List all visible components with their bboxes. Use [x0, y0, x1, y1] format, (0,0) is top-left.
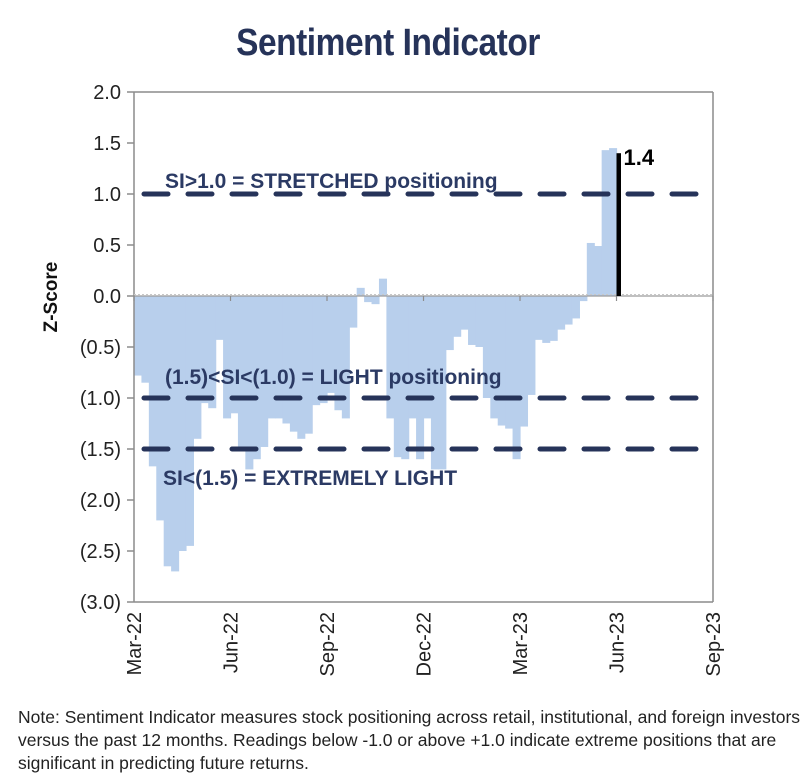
bar	[490, 296, 499, 419]
bar	[445, 296, 454, 351]
annotations: 1.4	[616, 145, 655, 296]
bar	[163, 296, 172, 567]
reference-lines: SI>1.0 = STRETCHED positioning (1.5)<SI<(…	[133, 170, 716, 490]
bar	[601, 150, 610, 296]
latest-reading-bar	[616, 153, 621, 296]
bar	[512, 296, 521, 460]
bar	[549, 296, 558, 341]
x-tick-labels: Mar-22 Jun-22 Sep-22 Dec-22 Mar-23 Jun-23 Sep-…	[124, 612, 725, 677]
bar	[134, 296, 143, 376]
bar	[312, 296, 321, 406]
bar	[371, 296, 380, 305]
bar	[282, 296, 291, 424]
y-tick-label: 1.0	[93, 184, 121, 206]
bar	[564, 296, 573, 325]
y-axis-label: Z-Score	[41, 262, 62, 333]
bar	[401, 296, 410, 460]
bar	[178, 296, 187, 551]
bar	[185, 296, 194, 546]
bar	[245, 296, 254, 470]
y-tick-label: 2.0	[93, 82, 121, 104]
bar	[579, 296, 588, 302]
y-tick-label: (1.0)	[80, 388, 121, 410]
y-tick-label: (0.5)	[80, 337, 121, 359]
bar	[497, 296, 506, 426]
y-tick-label: 0.0	[93, 286, 121, 308]
bar	[141, 296, 150, 383]
y-tick-labels: 2.0 1.5 1.0 0.5 0.0 (0.5) (1.0) (1.5) (2.0) (2.5)…	[80, 82, 121, 614]
bar	[275, 296, 284, 419]
bar	[408, 296, 417, 419]
y-tick-label: (3.0)	[80, 592, 121, 614]
x-tick-label: Jun-22	[221, 612, 243, 673]
reference-line-label: SI>1.0 = STRETCHED positioning	[165, 170, 498, 193]
bar	[386, 296, 395, 419]
bar	[267, 296, 276, 419]
bar	[208, 296, 217, 409]
reference-line-label: SI<(1.5) = EXTREMELY LIGHT	[163, 467, 457, 490]
bar	[349, 296, 358, 328]
bar	[460, 296, 469, 330]
bar	[327, 296, 336, 393]
x-tick-label: Mar-23	[510, 612, 532, 675]
bar	[505, 296, 514, 429]
y-tick-label: 1.5	[93, 133, 121, 155]
bar	[297, 296, 306, 439]
bar	[156, 296, 165, 521]
bar	[230, 296, 239, 414]
bar	[223, 296, 232, 419]
bar	[148, 296, 157, 467]
bar	[423, 296, 432, 419]
bar	[468, 296, 477, 345]
bar-series	[134, 148, 618, 572]
bar	[200, 296, 209, 404]
bar	[438, 296, 447, 470]
bar	[586, 242, 595, 296]
bar	[534, 296, 543, 340]
bar	[356, 287, 365, 296]
latest-reading-label: 1.4	[624, 145, 655, 170]
chart-title: Sentiment Indicator	[236, 22, 540, 64]
bar	[393, 296, 402, 458]
bar	[193, 296, 202, 439]
bar	[260, 296, 269, 447]
bar	[334, 296, 343, 411]
y-tick-label: 0.5	[93, 235, 121, 257]
bar	[416, 296, 425, 460]
y-tick-label: (2.0)	[80, 490, 121, 512]
bar	[430, 296, 439, 470]
sentiment-chart: SI>1.0 = STRETCHED positioning (1.5)<SI<(…	[41, 82, 725, 677]
bar	[594, 246, 603, 296]
footnote: Note: Sentiment Indicator measures stock…	[18, 707, 801, 773]
y-tick-label: (2.5)	[80, 541, 121, 563]
bar	[475, 296, 484, 347]
bar	[453, 296, 462, 337]
bar	[482, 296, 491, 398]
x-tick-label: Jun-23	[607, 612, 629, 673]
bar	[341, 296, 350, 419]
x-tick-label: Mar-22	[124, 612, 146, 675]
bar	[527, 296, 536, 395]
bar	[252, 296, 261, 460]
bar	[171, 296, 180, 572]
bar	[289, 296, 298, 432]
bar	[364, 296, 373, 303]
reference-line-label: (1.5)<SI<(1.0) = LIGHT positioning	[165, 366, 502, 389]
x-tick-label: Sep-22	[317, 612, 339, 677]
x-tick-label: Sep-23	[703, 612, 725, 677]
bar	[237, 296, 246, 449]
bar	[520, 296, 529, 427]
bar	[215, 296, 224, 340]
bar	[304, 296, 313, 434]
bar	[609, 148, 618, 296]
x-tick-label: Dec-22	[414, 612, 436, 676]
bar	[557, 296, 566, 330]
bar	[378, 278, 387, 296]
y-tick-label: (1.5)	[80, 439, 121, 461]
bar	[542, 296, 551, 343]
bar	[571, 296, 580, 319]
bar	[319, 296, 328, 404]
